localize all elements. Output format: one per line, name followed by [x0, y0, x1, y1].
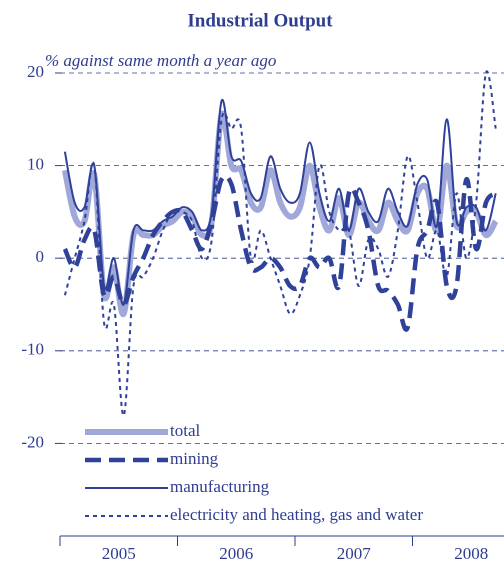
series-line — [63, 98, 497, 306]
legend: total mining manufacturing electricity and … — [85, 421, 423, 524]
series-line — [62, 173, 498, 332]
x-tick-label: 2007 — [337, 544, 372, 563]
x-tick-label: 2008 — [454, 544, 488, 563]
legend-label: manufacturing — [170, 477, 270, 496]
chart-title: Industrial Output — [187, 10, 333, 31]
y-tick-label: 10 — [27, 155, 44, 174]
y-tick-label: -20 — [21, 432, 44, 451]
legend-label: electricity and heating, gas and water — [170, 505, 423, 524]
x-tick-label: 2005 — [102, 544, 136, 563]
legend-label: total — [170, 421, 200, 440]
y-tick-label: 0 — [36, 247, 45, 266]
lines — [61, 70, 499, 417]
legend-label: mining — [170, 449, 219, 468]
chart-subtitle: % against same month a year ago — [45, 51, 276, 70]
y-tick-label: -10 — [21, 340, 44, 359]
y-tick-label: 20 — [27, 62, 44, 81]
grid: -20 -10 0 10 20 2005 2006 2007 2008 — [21, 62, 504, 563]
x-tick-label: 2006 — [219, 544, 253, 563]
